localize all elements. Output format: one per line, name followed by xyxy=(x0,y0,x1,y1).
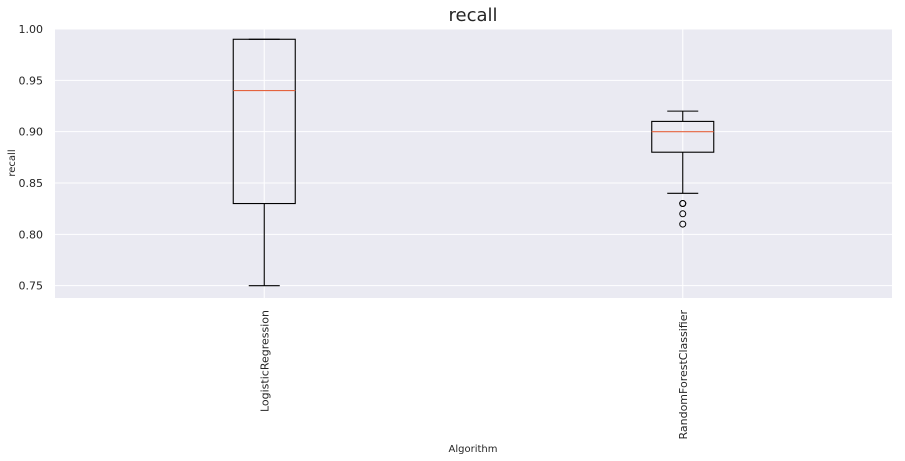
y-tick-label: 0.80 xyxy=(19,228,44,241)
iqr-box xyxy=(651,120,715,153)
y-axis-ticks: 0.75 0.80 0.85 0.90 0.95 1.00 xyxy=(19,23,44,293)
y-tick-label: 0.75 xyxy=(19,280,44,293)
outlier-point xyxy=(679,210,687,218)
iqr-box xyxy=(232,38,296,205)
y-tick-label: 0.85 xyxy=(19,177,44,190)
box-RandomForestClassifier xyxy=(651,110,715,228)
plot-area xyxy=(55,29,892,298)
box-series xyxy=(232,38,715,287)
x-axis-label: Algorithm xyxy=(449,444,498,455)
outlier-point xyxy=(679,220,687,228)
x-tick-label: LogisticRegression xyxy=(258,310,271,412)
chart-title: recall xyxy=(448,5,497,26)
y-tick-label: 1.00 xyxy=(19,23,44,36)
x-tick-label: RandomForestClassifier xyxy=(677,310,690,440)
gridlines xyxy=(55,28,892,298)
outlier-point xyxy=(679,200,687,208)
y-tick-label: 0.90 xyxy=(19,126,44,139)
y-axis-label: recall xyxy=(7,149,18,176)
y-tick-label: 0.95 xyxy=(19,74,44,87)
box-LogisticRegression xyxy=(232,38,296,287)
x-axis-ticks: LogisticRegression RandomForestClassifier xyxy=(258,310,690,440)
